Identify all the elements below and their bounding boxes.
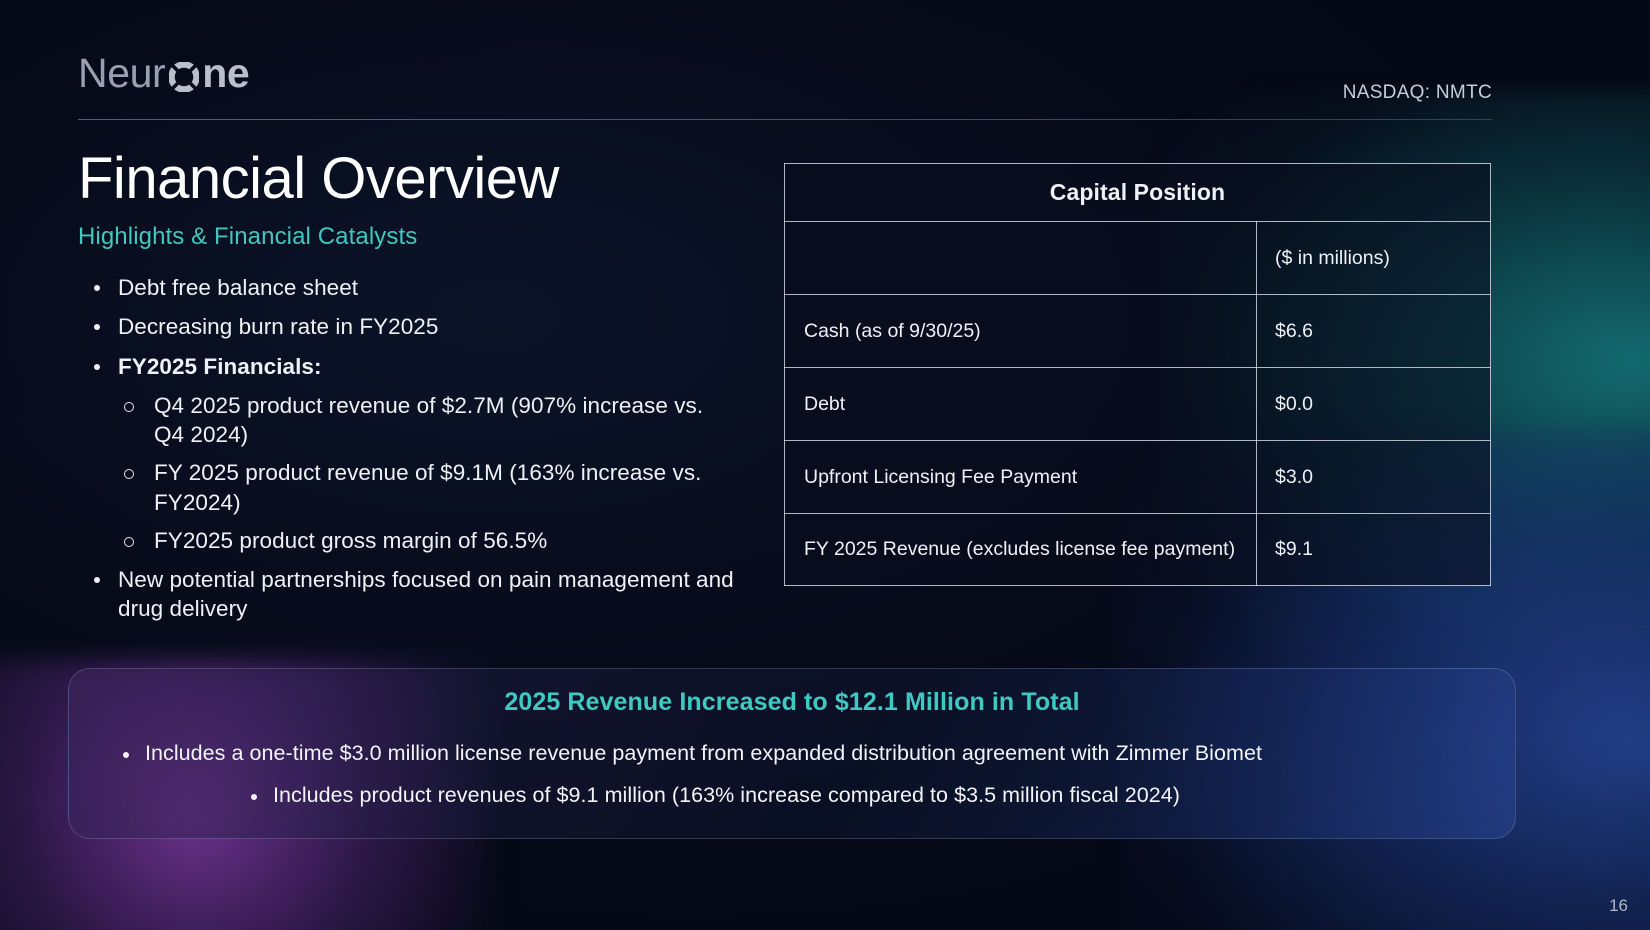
header-divider [78,119,1492,120]
table-row: FY 2025 Revenue (excludes license fee pa… [784,513,1491,586]
list-item: New potential partnerships focused on pa… [78,565,738,623]
logo-text-before: Neur [78,50,166,96]
table-title-row: Capital Position [784,163,1491,222]
table-cell-label: Debt [784,367,1257,441]
table-row: Upfront Licensing Fee Payment $3.0 [784,440,1491,514]
table-row: Cash (as of 9/30/25) $6.6 [784,294,1491,368]
logo-text-after: ne [202,50,250,96]
table-unit-row: ($ in millions) [784,221,1491,295]
nasdaq-ticker: NASDAQ: NMTC [1342,82,1492,103]
list-item: FY2025 product gross margin of 56.5% [78,526,738,555]
callout-list-item: Includes product revenues of $9.1 millio… [237,783,1515,808]
revenue-callout-panel: 2025 Revenue Increased to $12.1 Million … [68,668,1516,839]
list-item: Decreasing burn rate in FY2025 [78,312,738,341]
list-item: FY2025 Financials: [78,352,738,381]
neuroone-logo: Neur ne [78,50,250,97]
table-cell-label: FY 2025 Revenue (excludes license fee pa… [784,513,1257,586]
list-item: Debt free balance sheet [78,273,738,302]
capital-position-table-container: Capital Position ($ in millions) Cash (a… [784,163,1491,586]
table-cell-value: $3.0 [1256,440,1491,514]
list-item: FY 2025 product revenue of $9.1M (163% i… [78,458,738,517]
page-number: 16 [1609,896,1628,915]
table-unit-cell: ($ in millions) [1256,221,1491,295]
callout-list-item: Includes a one-time $3.0 million license… [109,741,1515,766]
capital-position-table: Capital Position ($ in millions) Cash (a… [784,163,1491,586]
page-subtitle: Highlights & Financial Catalysts [78,223,418,251]
highlights-bullet-list: Debt free balance sheet Decreasing burn … [78,273,738,622]
page-title: Financial Overview [78,146,559,211]
table-cell-label: Cash (as of 9/30/25) [784,294,1257,368]
table-cell-value: $0.0 [1256,367,1491,441]
table-row: Debt $0.0 [784,367,1491,441]
table-cell-value: $9.1 [1256,513,1491,586]
callout-title: 2025 Revenue Increased to $12.1 Million … [504,688,1080,716]
left-content-column: Financial Overview Highlights & Financia… [78,148,738,633]
table-unit-blank-cell [784,221,1257,295]
table-cell-label-text: FY 2025 Revenue (excludes license fee pa… [804,538,1236,561]
neuroone-ring-icon [167,60,201,94]
table-title: Capital Position [784,163,1491,222]
table-cell-label: Upfront Licensing Fee Payment [784,440,1257,514]
table-cell-value: $6.6 [1256,294,1491,368]
slide-header: Neur ne NASDAQ: NMTC [78,40,1492,120]
list-item: Q4 2025 product revenue of $2.7M (907% i… [78,391,738,450]
